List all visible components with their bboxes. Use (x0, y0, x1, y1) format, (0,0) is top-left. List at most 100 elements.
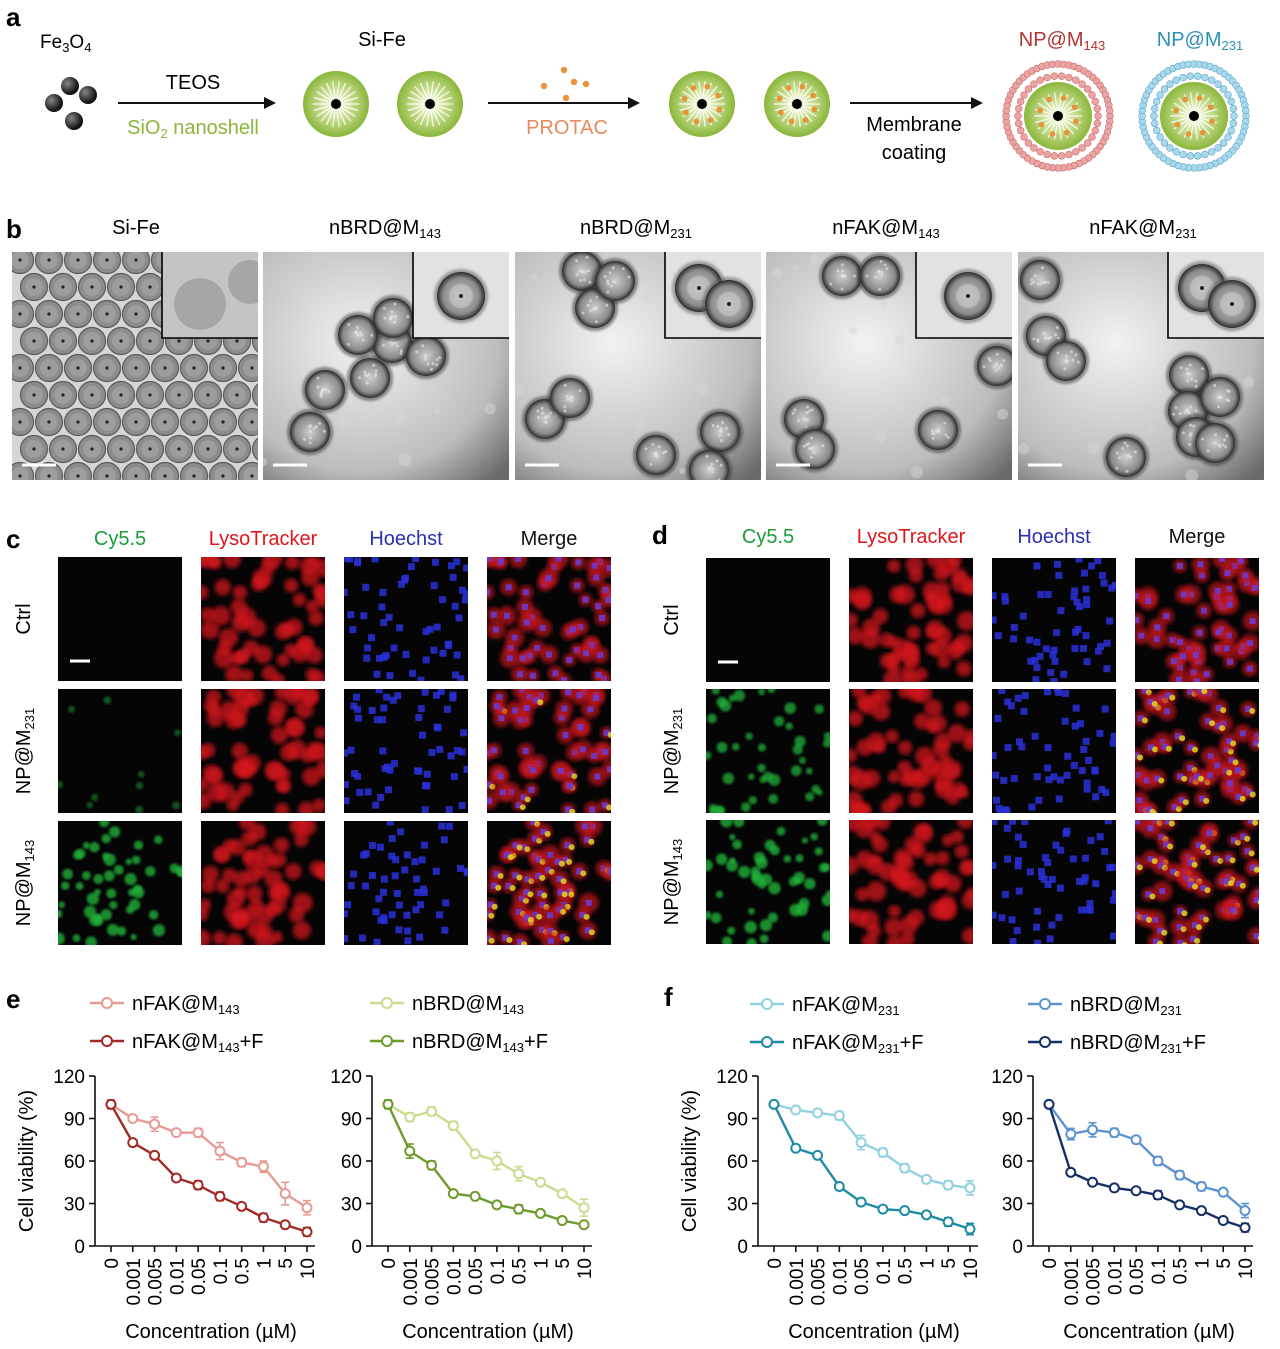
channel-header-lysotracker: LysoTracker (857, 526, 966, 548)
x-axis-label: Concentration (µM) (1063, 1321, 1235, 1343)
legend-label: nBRD@M231 (1070, 994, 1182, 1018)
legend-entry: nFAK@M231+F (750, 1032, 924, 1056)
y-tick-label: 60 (341, 1152, 362, 1173)
data-point (899, 1162, 911, 1174)
channel-header-hoechst: Hoechst (369, 528, 443, 550)
data-point (127, 1113, 139, 1124)
micrograph-ctrl-merge (1135, 558, 1259, 682)
series-line (1047, 1103, 1246, 1229)
membrane-coated-particle-m143 (1002, 60, 1114, 172)
data-point (899, 1205, 911, 1217)
data-point (404, 1145, 416, 1157)
data-point (301, 1202, 313, 1214)
data-point (942, 1179, 954, 1191)
micrograph-np-m143-merge (1135, 820, 1259, 944)
series-nfak-m143 (105, 1098, 313, 1216)
x-tick-label: 0.005 (809, 1258, 830, 1306)
data-point (877, 1147, 889, 1158)
legend-entry: nFAK@M231 (750, 994, 900, 1018)
data-point (426, 1105, 438, 1117)
data-point (855, 1196, 867, 1208)
y-tick-label: 0 (74, 1237, 85, 1258)
micrograph-np-m231-hoechst (992, 689, 1116, 813)
y-tick-label: 0 (737, 1237, 748, 1258)
data-point (1239, 1205, 1251, 1217)
sio2-nanoshell-label: SiO2 nanoshell (127, 117, 259, 141)
x-tick-label: 0.001 (401, 1258, 422, 1306)
x-tick-label: 0.05 (189, 1258, 210, 1295)
y-tick-label: 30 (727, 1195, 748, 1216)
series-line (110, 1103, 308, 1209)
legend-entry: nFAK@M143+F (90, 1031, 264, 1055)
micrograph-np-m143-cy5-5 (58, 821, 182, 945)
data-point (920, 1173, 932, 1185)
panel-b: b Si-Fe nBRD@M143 nBRD@M231 nFAK@M143 nF… (6, 214, 1264, 480)
x-tick-label: 0.05 (852, 1258, 873, 1295)
row-label-np-m231: NP@M231 (661, 708, 685, 794)
x-tick-label: 0 (379, 1258, 400, 1269)
y-tick-label: 30 (341, 1195, 362, 1216)
legend-label: nBRD@M143+F (412, 1031, 548, 1055)
y-tick-label: 120 (53, 1067, 85, 1088)
tem-image-nfak-m143 (766, 252, 1012, 480)
row-label-np-m143: NP@M143 (661, 839, 685, 925)
micrograph-np-m143-hoechst (992, 820, 1116, 944)
channel-header-cy5-5: Cy5.5 (742, 526, 794, 548)
data-point (404, 1111, 416, 1123)
data-point (942, 1216, 954, 1228)
x-tick-label: 0.001 (124, 1258, 145, 1306)
x-tick-label: 0.005 (146, 1258, 167, 1306)
tem-title-nbrd-m231: nBRD@M231 (580, 217, 692, 241)
data-point (214, 1145, 226, 1157)
x-tick-label: 0 (1040, 1258, 1061, 1269)
data-point (578, 1219, 590, 1231)
data-point (469, 1148, 481, 1160)
panel-letter-f: f (664, 982, 673, 1012)
data-point (1174, 1169, 1186, 1181)
data-point (1217, 1186, 1229, 1198)
x-axis-label: Concentration (µM) (402, 1321, 574, 1343)
data-point (833, 1110, 845, 1122)
x-tick-label: 0.1 (488, 1258, 509, 1284)
data-point (214, 1190, 226, 1202)
legend-entry: nBRD@M231+F (1028, 1032, 1206, 1056)
data-point (192, 1127, 204, 1139)
panel-f: f (664, 982, 673, 1012)
x-tick-label: 10 (961, 1258, 982, 1279)
x-tick-label: 0.01 (167, 1258, 188, 1295)
x-tick-label: 5 (939, 1258, 960, 1269)
series-line (387, 1103, 585, 1209)
data-point (877, 1203, 889, 1215)
series-nfak-m231-f (768, 1098, 976, 1236)
legend-entry: nBRD@M143 (370, 993, 524, 1017)
data-point (1087, 1176, 1099, 1188)
data-point (236, 1200, 248, 1212)
tem-image-nbrd-m231 (515, 252, 761, 480)
data-point (556, 1188, 568, 1200)
series-nbrd-m143-f (382, 1098, 590, 1231)
x-tick-label: 0.1 (1149, 1258, 1170, 1284)
row-label-np-m231: NP@M231 (13, 708, 37, 794)
legend-entry: nFAK@M143 (90, 993, 240, 1017)
data-point (127, 1137, 139, 1149)
arrow-1-head (264, 97, 276, 109)
x-tick-label: 0.5 (1171, 1258, 1192, 1284)
tem-image-si-fe (12, 252, 258, 480)
data-point (1152, 1155, 1164, 1167)
x-tick-label: 0.01 (830, 1258, 851, 1295)
x-tick-label: 1 (531, 1258, 552, 1269)
x-tick-label: 10 (298, 1258, 319, 1279)
x-tick-label: 0.1 (211, 1258, 232, 1284)
micrograph-np-m143-hoechst (344, 821, 468, 945)
panel-letter-a: a (6, 2, 21, 32)
panel-letter-d: d (652, 520, 668, 550)
legend-label: nBRD@M143 (412, 993, 524, 1017)
micrograph-np-m231-merge (487, 689, 611, 813)
legend-entry: nBRD@M143+F (370, 1031, 548, 1055)
data-point (812, 1149, 824, 1161)
y-tick-label: 120 (330, 1067, 362, 1088)
tem-title-nfak-m143: nFAK@M143 (832, 217, 940, 241)
tem-title-si-fe: Si-Fe (112, 217, 160, 239)
data-point (513, 1203, 525, 1215)
